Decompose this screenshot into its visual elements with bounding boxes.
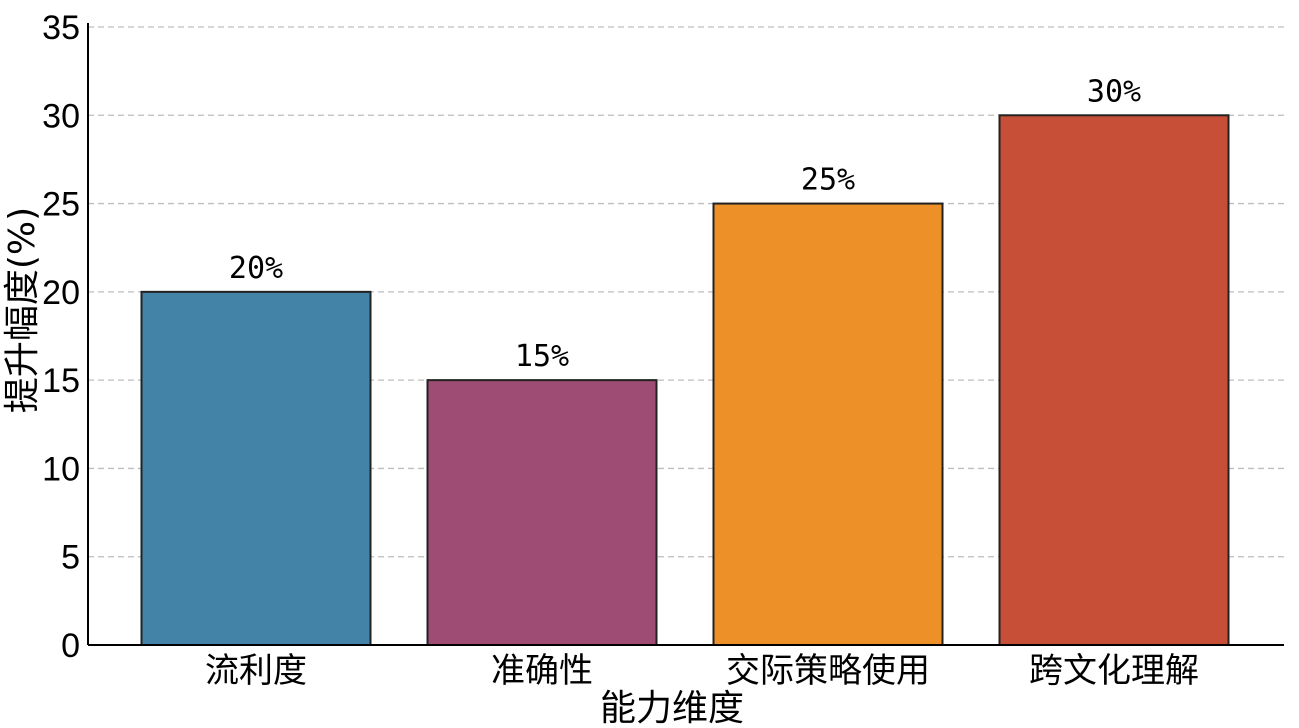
x-tick-label: 交际策略使用 [726, 651, 930, 691]
bar-value-label: 20% [229, 251, 283, 286]
bar-value-label: 15% [515, 339, 569, 374]
y-tick-label: 0 [61, 627, 80, 665]
y-tick-label: 35 [42, 9, 80, 47]
bar-value-label: 30% [1087, 74, 1141, 109]
y-tick-labels: 0 5 10 15 20 25 30 35 [42, 9, 80, 665]
value-labels: 20% 15% 25% 30% [229, 74, 1141, 374]
bar [140, 290, 372, 646]
axes [87, 23, 1284, 646]
bar [712, 202, 944, 646]
x-tick-label: 准确性 [491, 651, 593, 691]
y-tick-label: 25 [42, 186, 80, 224]
bar-value-label: 25% [801, 163, 855, 198]
bar [426, 379, 658, 646]
bars [140, 114, 1230, 647]
x-tick-label: 流利度 [205, 651, 307, 691]
x-tick-labels: 流利度 准确性 交际策略使用 跨文化理解 [205, 651, 1199, 691]
y-axis-title: 提升幅度(%) [2, 207, 43, 413]
y-tick-label: 10 [42, 450, 80, 488]
y-tick-label: 5 [61, 539, 80, 577]
x-axis-title: 能力维度 [600, 688, 744, 728]
bar [998, 114, 1230, 647]
y-tick-label: 30 [42, 97, 80, 135]
x-tick-label: 跨文化理解 [1029, 651, 1199, 691]
y-tick-label: 15 [42, 362, 80, 400]
y-tick-label: 20 [42, 274, 80, 312]
